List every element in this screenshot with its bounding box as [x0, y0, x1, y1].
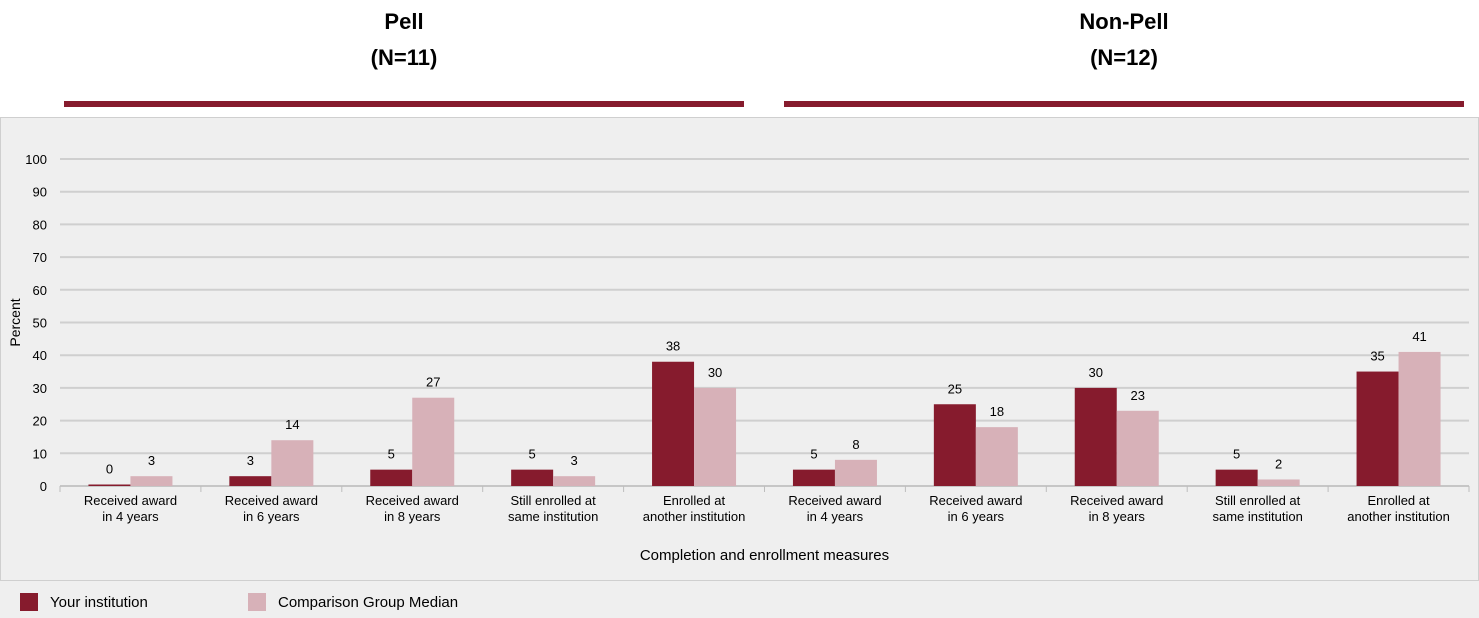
- data-label: 30: [708, 365, 722, 380]
- bar-comparison-median: [412, 397, 455, 486]
- y-tick-label: 10: [33, 446, 47, 461]
- bar-comparison-median: [553, 476, 596, 486]
- group-divider-non-pell: [784, 101, 1464, 107]
- bar-comparison-median: [1398, 351, 1441, 486]
- x-tick-label: in 4 years: [102, 509, 159, 524]
- x-tick-label: Received award: [1070, 493, 1163, 508]
- bar-your-institution: [1215, 469, 1258, 486]
- y-tick-label: 40: [33, 348, 47, 363]
- legend-label: Comparison Group Median: [278, 593, 459, 611]
- data-label: 23: [1131, 388, 1145, 403]
- bar-comparison-median: [975, 427, 1018, 486]
- data-label: 3: [148, 453, 155, 468]
- data-label: 3: [571, 453, 578, 468]
- y-tick-label: 30: [33, 381, 47, 396]
- data-label: 25: [948, 381, 962, 396]
- x-tick-label: Received award: [366, 493, 459, 508]
- bar-comparison-median: [1116, 410, 1159, 486]
- legend-swatch-your-institution: [20, 593, 38, 611]
- bar-comparison-median: [834, 459, 877, 486]
- data-label: 5: [529, 447, 536, 462]
- x-tick-label: in 8 years: [384, 509, 441, 524]
- bar-your-institution: [229, 476, 272, 486]
- bar-comparison-median: [130, 476, 173, 486]
- group-count: (N=12): [1090, 45, 1158, 70]
- x-tick-label: in 4 years: [807, 509, 864, 524]
- x-tick-label: Still enrolled at: [511, 493, 597, 508]
- legend-label: Your institution: [50, 593, 148, 611]
- legend-item-your-institution: Your institution: [20, 593, 148, 611]
- bar-comparison-median: [1257, 479, 1300, 486]
- x-tick-label: another institution: [643, 509, 746, 524]
- x-tick-label: Received award: [929, 493, 1022, 508]
- x-axis-title: Completion and enrollment measures: [640, 547, 889, 564]
- x-tick-label: Still enrolled at: [1215, 493, 1301, 508]
- legend-item-comparison: Comparison Group Median: [248, 593, 458, 611]
- data-label: 27: [426, 375, 440, 390]
- data-label: 30: [1089, 365, 1103, 380]
- data-label: 5: [1233, 447, 1240, 462]
- group-title: Pell: [384, 9, 424, 34]
- y-axis-title: Percent: [7, 298, 23, 346]
- group-header-pell: Pell (N=11): [64, 4, 744, 76]
- y-tick-label: 70: [33, 250, 47, 265]
- bar-your-institution: [1356, 371, 1399, 486]
- bar-your-institution: [652, 361, 695, 486]
- data-label: 8: [852, 437, 859, 452]
- x-tick-label: in 8 years: [1089, 509, 1146, 524]
- data-label: 38: [666, 339, 680, 354]
- bar-your-institution: [88, 484, 131, 486]
- data-label: 5: [810, 447, 817, 462]
- group-count: (N=11): [370, 45, 438, 70]
- data-label: 2: [1275, 456, 1282, 471]
- x-tick-label: in 6 years: [243, 509, 300, 524]
- bar-chart: 0 10 20 30 40 50 60 70 80 90 100 Percent 0 3 Received …: [7, 152, 1470, 564]
- x-tick-label: same institution: [508, 509, 598, 524]
- legend-swatch-comparison: [248, 593, 266, 611]
- x-tick-label: in 6 years: [948, 509, 1005, 524]
- x-tick-label: Received award: [225, 493, 318, 508]
- bar-your-institution: [1074, 387, 1117, 486]
- x-tick-label: Enrolled at: [663, 493, 726, 508]
- data-label: 18: [990, 404, 1004, 419]
- y-tick-label: 90: [33, 185, 47, 200]
- x-tick-label: Enrolled at: [1367, 493, 1430, 508]
- x-tick-label: Received award: [788, 493, 881, 508]
- data-label: 35: [1370, 349, 1384, 364]
- data-label: 41: [1412, 329, 1426, 344]
- x-tick-label: same institution: [1212, 509, 1302, 524]
- y-tick-label: 60: [33, 283, 47, 298]
- group-title: Non-Pell: [1079, 9, 1169, 34]
- bar-your-institution: [511, 469, 554, 486]
- y-tick-label: 80: [33, 217, 47, 232]
- chart-panel: [0, 117, 1479, 617]
- y-tick-label: 20: [33, 414, 47, 429]
- bar-comparison-median: [271, 440, 314, 486]
- data-label: 5: [388, 447, 395, 462]
- data-label: 14: [285, 417, 299, 432]
- data-label: 3: [247, 453, 254, 468]
- group-divider-pell: [64, 101, 744, 107]
- data-label: 0: [106, 462, 113, 477]
- x-tick-label: Received award: [84, 493, 177, 508]
- bar-your-institution: [933, 404, 976, 486]
- bar-your-institution: [792, 469, 835, 486]
- bar-your-institution: [370, 469, 413, 486]
- bar-comparison-median: [694, 387, 737, 486]
- y-tick-label: 100: [25, 152, 47, 167]
- y-tick-label: 0: [40, 479, 47, 494]
- x-tick-label: another institution: [1347, 509, 1450, 524]
- group-header-non-pell: Non-Pell (N=12): [784, 4, 1464, 76]
- chart-legend: Your institution Comparison Group Median: [0, 580, 1479, 618]
- y-tick-label: 50: [33, 316, 47, 331]
